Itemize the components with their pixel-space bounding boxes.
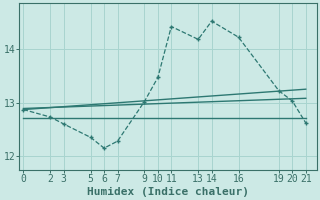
X-axis label: Humidex (Indice chaleur): Humidex (Indice chaleur)	[87, 186, 249, 197]
